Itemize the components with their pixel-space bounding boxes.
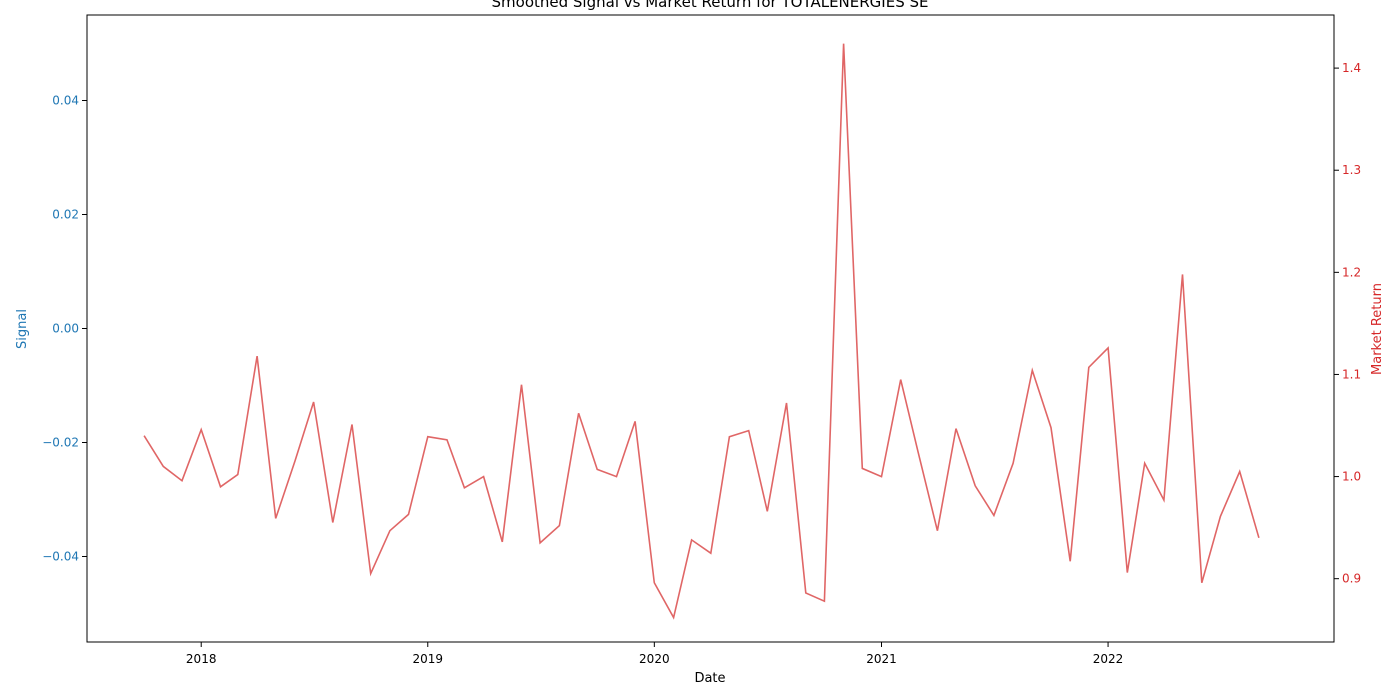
right-y-tick-label: 1.2 [1342, 265, 1361, 279]
left-y-tick-label: 0.02 [52, 208, 79, 222]
x-tick-label: 2022 [1093, 652, 1124, 666]
right-y-tick-label: 0.9 [1342, 572, 1361, 586]
market-return-line [143, 43, 1260, 620]
x-tick-label: 2021 [866, 652, 897, 666]
left-y-tick-label: 0.00 [52, 322, 79, 336]
plot-frame [86, 14, 1335, 643]
right-y-axis-label: Market Return [1370, 283, 1385, 375]
x-tick-label: 2020 [639, 652, 670, 666]
x-axis: 2018 2019 2020 2021 2022 [186, 642, 1123, 666]
x-axis-label: Date [694, 671, 725, 686]
chart-title: Smoothed Signal vs Market Return for TOT… [492, 0, 929, 11]
right-y-tick-label: 1.0 [1342, 470, 1361, 484]
x-tick-label: 2019 [412, 652, 443, 666]
left-y-tick-label: −0.04 [42, 550, 79, 564]
right-y-tick-label: 1.4 [1342, 61, 1361, 75]
right-y-tick-label: 1.3 [1342, 163, 1361, 177]
left-y-axis-label: Signal [15, 309, 30, 349]
x-tick-label: 2018 [186, 652, 217, 666]
right-y-axis: 0.9 1.0 1.1 1.2 1.3 1.4 [1334, 61, 1361, 586]
right-y-tick-label: 1.1 [1342, 367, 1361, 381]
left-y-axis: −0.04 −0.02 0.00 0.02 0.04 [42, 94, 87, 564]
left-y-tick-label: −0.02 [42, 436, 79, 450]
left-y-tick-label: 0.04 [52, 94, 79, 108]
